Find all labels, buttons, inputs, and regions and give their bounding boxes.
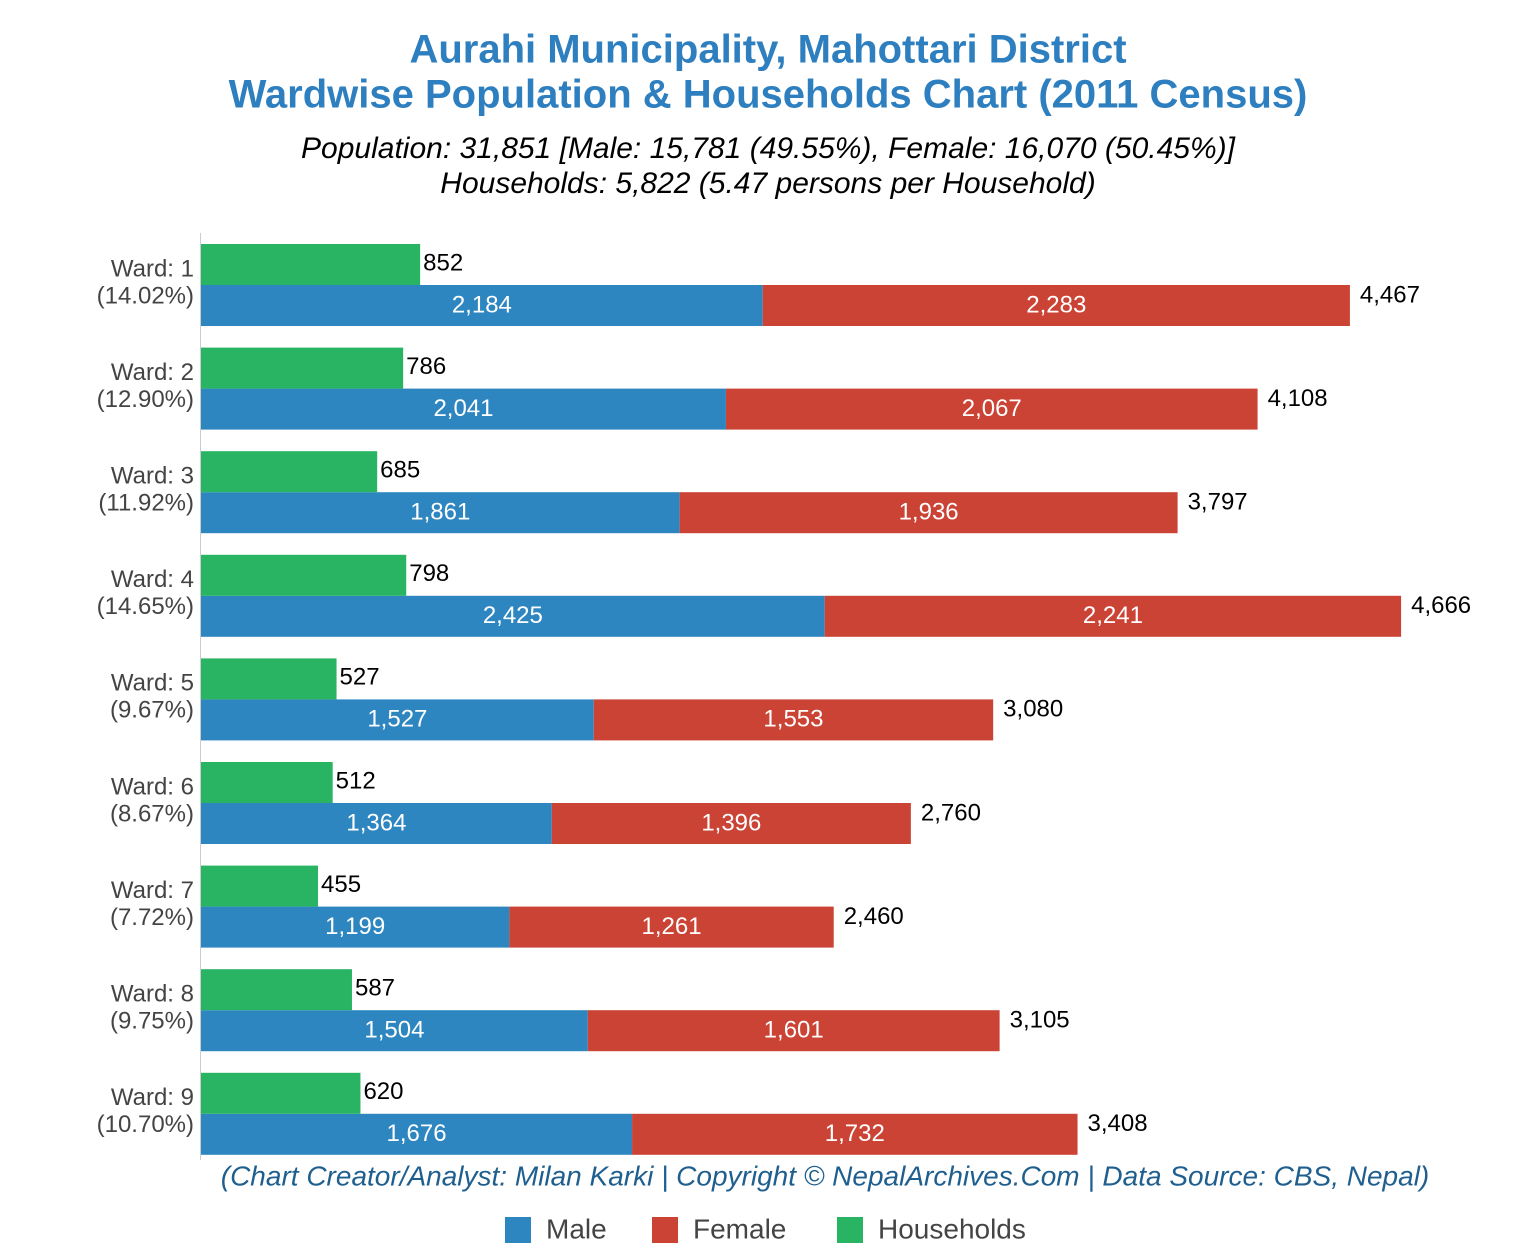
- y-tick-label: (8.67%): [110, 800, 194, 827]
- value-label: 2,067: [962, 395, 1022, 422]
- value-label: 1,601: [764, 1017, 824, 1044]
- bar: [201, 1072, 361, 1114]
- chart-caption: (Chart Creator/Analyst: Milan Karki | Co…: [221, 1160, 1430, 1191]
- bar: [201, 347, 404, 389]
- value-label: 2,184: [452, 291, 512, 318]
- value-label: 2,241: [1083, 602, 1143, 629]
- value-label: 455: [321, 871, 361, 898]
- total-label: 3,105: [1010, 1007, 1070, 1034]
- value-label: 1,861: [410, 499, 470, 526]
- bar: [201, 451, 378, 493]
- bar: [201, 244, 421, 285]
- value-label: 1,364: [346, 809, 406, 836]
- bar: [201, 865, 319, 907]
- value-label: 2,283: [1026, 291, 1086, 318]
- y-tick-label: Ward: 1: [111, 255, 194, 282]
- value-label: 786: [406, 353, 446, 380]
- y-tick-label: (9.75%): [110, 1008, 194, 1035]
- bar: [201, 658, 337, 700]
- total-label: 3,797: [1188, 489, 1248, 516]
- total-label: 2,760: [921, 799, 981, 826]
- legend-label: Female: [693, 1213, 786, 1244]
- value-label: 512: [336, 767, 376, 794]
- bar: [201, 492, 680, 534]
- total-label: 4,108: [1268, 385, 1328, 412]
- bar: [679, 492, 1178, 534]
- legend-swatch: [837, 1217, 863, 1243]
- value-label: 1,396: [701, 809, 761, 836]
- total-label: 3,408: [1088, 1110, 1148, 1137]
- bar: [725, 388, 1258, 430]
- value-label: 1,199: [325, 913, 385, 940]
- bar: [201, 595, 825, 637]
- bar: [593, 699, 994, 741]
- total-label: 4,467: [1360, 281, 1420, 308]
- value-label: 1,732: [825, 1120, 885, 1147]
- y-tick-label: Ward: 9: [111, 1084, 194, 1111]
- bar: [509, 906, 834, 948]
- legend-swatch: [505, 1217, 531, 1243]
- y-tick-label: (9.67%): [110, 697, 194, 724]
- value-label: 1,527: [367, 706, 427, 733]
- value-label: 1,261: [642, 913, 702, 940]
- chart-subtitle: Households: 5,822 (5.47 persons per Hous…: [440, 167, 1095, 200]
- value-label: 2,425: [483, 602, 543, 629]
- bar: [201, 285, 763, 326]
- value-label: 620: [363, 1078, 403, 1105]
- bar: [201, 554, 407, 596]
- y-tick-label: Ward: 7: [111, 877, 194, 904]
- chart-title: Aurahi Municipality, Mahottari District: [409, 28, 1126, 72]
- value-label: 798: [409, 560, 449, 587]
- y-tick-label: (11.92%): [98, 490, 194, 517]
- value-label: 685: [380, 457, 420, 484]
- chart-title: Wardwise Population & Households Chart (…: [229, 73, 1308, 117]
- bar: [824, 595, 1402, 637]
- bar: [201, 969, 352, 1011]
- y-tick-label: Ward: 3: [111, 463, 194, 490]
- total-label: 4,666: [1411, 592, 1471, 619]
- value-label: 1,676: [387, 1120, 447, 1147]
- bar: [201, 699, 594, 741]
- value-label: 587: [355, 975, 395, 1002]
- bar: [201, 1113, 633, 1155]
- bar: [201, 803, 552, 844]
- y-tick-label: (10.70%): [97, 1111, 194, 1138]
- bar: [587, 1010, 1000, 1052]
- bar: [632, 1113, 1078, 1155]
- value-label: 852: [423, 249, 463, 276]
- y-tick-label: Ward: 8: [111, 981, 194, 1008]
- bar: [201, 762, 333, 803]
- y-tick-label: (14.65%): [97, 593, 194, 620]
- value-label: 2,041: [433, 395, 493, 422]
- legend-label: Households: [878, 1213, 1026, 1244]
- chart-subtitle: Population: 31,851 [Male: 15,781 (49.55%…: [301, 132, 1236, 165]
- total-label: 2,460: [844, 903, 904, 930]
- bar: [201, 1010, 588, 1052]
- bar: [201, 906, 510, 948]
- legend-swatch: [652, 1217, 678, 1243]
- value-label: 1,936: [899, 499, 959, 526]
- y-tick-label: Ward: 4: [111, 566, 194, 593]
- y-tick-label: (14.02%): [97, 282, 194, 309]
- value-label: 1,553: [763, 706, 823, 733]
- value-label: 1,504: [364, 1017, 424, 1044]
- bar: [201, 388, 726, 430]
- total-label: 3,080: [1003, 696, 1063, 723]
- bar: [551, 803, 911, 844]
- bar: [762, 285, 1350, 326]
- y-tick-label: Ward: 2: [111, 359, 194, 386]
- legend-label: Male: [546, 1213, 607, 1244]
- y-tick-label: Ward: 5: [111, 670, 194, 697]
- value-label: 527: [340, 664, 380, 691]
- y-tick-label: (7.72%): [110, 904, 194, 931]
- y-tick-label: (12.90%): [97, 386, 194, 413]
- y-tick-label: Ward: 6: [111, 773, 194, 800]
